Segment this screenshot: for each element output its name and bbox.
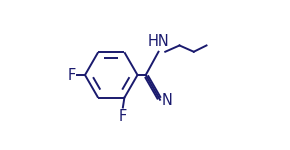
Text: F: F — [119, 109, 127, 124]
Text: F: F — [67, 68, 76, 82]
Text: HN: HN — [148, 34, 169, 49]
Text: N: N — [162, 93, 172, 108]
